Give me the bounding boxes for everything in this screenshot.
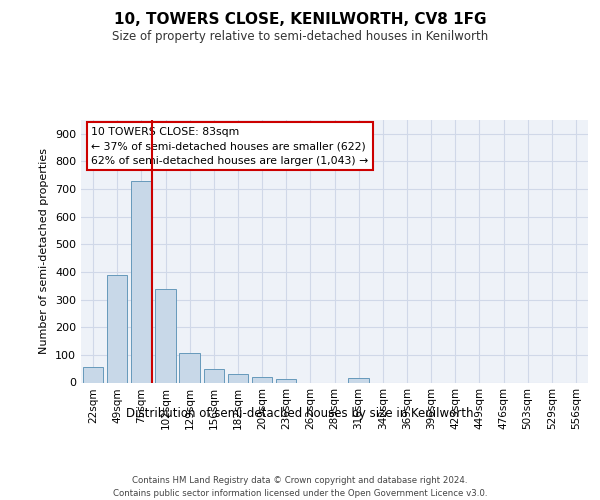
Bar — [227, 374, 248, 382]
Bar — [179, 354, 200, 382]
Bar — [155, 288, 176, 382]
Text: 10 TOWERS CLOSE: 83sqm
← 37% of semi-detached houses are smaller (622)
62% of se: 10 TOWERS CLOSE: 83sqm ← 37% of semi-det… — [91, 126, 368, 166]
Bar — [131, 181, 152, 382]
Text: Size of property relative to semi-detached houses in Kenilworth: Size of property relative to semi-detach… — [112, 30, 488, 43]
Bar — [252, 377, 272, 382]
Bar — [276, 379, 296, 382]
Text: Distribution of semi-detached houses by size in Kenilworth: Distribution of semi-detached houses by … — [126, 408, 474, 420]
Bar — [83, 368, 103, 382]
Y-axis label: Number of semi-detached properties: Number of semi-detached properties — [40, 148, 49, 354]
Bar — [203, 368, 224, 382]
Bar — [349, 378, 369, 382]
Text: Contains HM Land Registry data © Crown copyright and database right 2024.
Contai: Contains HM Land Registry data © Crown c… — [113, 476, 487, 498]
Text: 10, TOWERS CLOSE, KENILWORTH, CV8 1FG: 10, TOWERS CLOSE, KENILWORTH, CV8 1FG — [114, 12, 486, 28]
Bar — [107, 274, 127, 382]
